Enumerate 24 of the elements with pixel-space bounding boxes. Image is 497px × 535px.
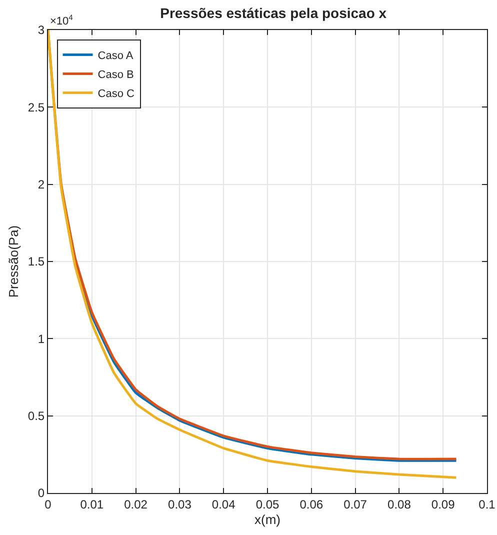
x-tick-label: 0.07: [344, 497, 368, 512]
y-tick-label: 2: [38, 178, 45, 192]
x-tick-label: 0.09: [431, 497, 456, 512]
x-tick-label: 0.04: [212, 497, 236, 512]
x-tick-label: 0.03: [168, 497, 192, 512]
y-tick-label: 1.5: [28, 254, 45, 269]
chart-title: Pressões estáticas pela posicao x: [160, 4, 387, 21]
y-tick-label: 3: [38, 23, 45, 38]
x-tick-label: 0.08: [388, 497, 412, 512]
x-tick-label: 0.1: [478, 497, 496, 512]
x-tick-label: 0.01: [80, 497, 104, 512]
legend-label: Caso A: [98, 50, 134, 62]
y-tick-label: 2.5: [28, 100, 45, 114]
y-tick-label: 0.5: [28, 409, 45, 424]
x-tick-label: 0.05: [256, 497, 280, 512]
y-axis-title: Pressão(Pa): [6, 225, 21, 298]
legend-label: Caso B: [98, 69, 134, 82]
text: ×10$^{4}$: [50, 13, 74, 28]
x-tick-label: 0.06: [300, 497, 324, 512]
y-tick-label: 0: [38, 486, 45, 500]
x-axis-title: x(m): [254, 512, 280, 527]
y-tick-label: 1: [38, 332, 45, 346]
legend-label: Caso C: [98, 88, 135, 100]
x-tick-label: 0.02: [124, 497, 148, 512]
